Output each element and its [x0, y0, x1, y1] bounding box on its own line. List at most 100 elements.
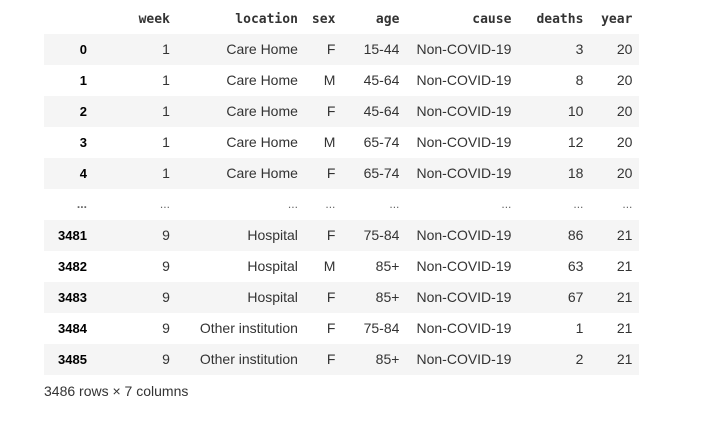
cell-cause: Non-COVID-19	[416, 72, 512, 88]
table-row: 0 1 Care Home F 15-44 Non-COVID-19 3 20	[44, 34, 640, 65]
table-body: 0 1 Care Home F 15-44 Non-COVID-19 3 2 0 …	[44, 34, 640, 375]
dataframe-output: week location sex age cause deaths year …	[44, 4, 640, 375]
index-header	[44, 4, 107, 34]
cell-cause: Non-COVID-19	[416, 320, 512, 336]
cell-sex: F	[326, 320, 336, 336]
cell-year: 20	[616, 72, 633, 88]
cell-sex: F	[326, 103, 336, 119]
table-row: 2 1 Care Home F 45-64 Non-COVID-19 10 20	[44, 96, 640, 127]
table-row: 4 1 Care Home F 65-74 Non-COVID-19 18 20	[44, 158, 640, 189]
cell-age: ...	[389, 197, 400, 211]
column-header-age: age	[375, 11, 400, 27]
cell-age: 75-84	[363, 227, 400, 243]
cell-age: 45-64	[363, 72, 400, 88]
cell-cause: Non-COVID-19	[416, 258, 512, 274]
cell-age: 65-74	[363, 165, 400, 181]
cell-age: 75-84	[363, 320, 400, 336]
cell-week: 1	[162, 41, 170, 57]
cell-week: 9	[162, 289, 170, 305]
row-index: 3481	[58, 228, 87, 243]
cell-deaths: 8	[575, 72, 584, 88]
cell-year: 20	[616, 41, 633, 57]
cell-week: 1	[162, 165, 170, 181]
cell-week: 1	[162, 72, 170, 88]
table-row: 3482 9 Hospital M 85+ Non-COVID-19 63 21	[44, 251, 639, 282]
cell-sex: F	[326, 227, 336, 243]
table-row: 3483 9 Hospital F 85+ Non-COVID-19 67 21	[44, 282, 640, 313]
table-row: 3485 9 Other institution F 85+ Non-COVID…	[44, 344, 640, 375]
row-index: 1	[79, 73, 87, 88]
column-header-deaths: deaths	[536, 11, 584, 27]
cell-sex: F	[326, 165, 336, 181]
cell-location: Other institution	[199, 351, 298, 367]
row-index: 3484	[58, 321, 87, 336]
cell-sex: F	[326, 41, 336, 57]
cell-location: Care Home	[226, 165, 298, 181]
column-header-cause: cause	[472, 11, 512, 27]
cell-location: Other institution	[199, 320, 298, 336]
cell-week: 9	[162, 320, 170, 336]
cell-week: 1	[162, 134, 170, 150]
cell-cause: Non-COVID-19	[416, 227, 512, 243]
header-row: week location sex age cause deaths year	[44, 4, 639, 34]
cell-sex: F	[326, 289, 336, 305]
cell-deaths: 1	[575, 320, 584, 336]
cell-age: 85+	[375, 351, 400, 367]
cell-sex: M	[323, 134, 336, 150]
cell-year: 21	[616, 227, 633, 243]
cell-age: 85+	[375, 289, 400, 305]
table-row: 3484 9 Other institution F 75-84 Non-COV…	[44, 313, 639, 344]
cell-cause: Non-COVID-19	[416, 289, 512, 305]
table-row: 1 1 Care Home M 45-64 Non-COVID-19 8 20	[44, 65, 639, 96]
cell-deaths: 18	[567, 165, 584, 181]
cell-cause: Non-COVID-19	[416, 103, 512, 119]
cell-year: 21	[616, 289, 633, 305]
cell-week: 1	[162, 103, 170, 119]
cell-sex: ...	[325, 197, 336, 211]
cell-cause: Non-COVID-19	[416, 134, 512, 150]
cell-age: 85+	[375, 258, 400, 274]
cell-location: Hospital	[247, 227, 298, 243]
cell-year: 21	[616, 258, 633, 274]
cell-age: 15-44	[363, 41, 400, 57]
cell-sex: F	[326, 351, 336, 367]
cell-location: Care Home	[226, 41, 298, 57]
cell-location: Hospital	[247, 258, 298, 274]
cell-year: 20	[616, 165, 633, 181]
cell-age: 45-64	[363, 103, 400, 119]
cell-deaths: ...	[573, 197, 584, 211]
cell-cause: ...	[501, 197, 512, 211]
cell-week: ...	[159, 197, 170, 211]
cell-sex: M	[323, 258, 336, 274]
cell-deaths: 67	[567, 289, 584, 305]
cell-year: 20	[616, 134, 633, 150]
cell-deaths: 2	[575, 351, 584, 367]
cell-week: 9	[162, 351, 170, 367]
row-index: 0	[79, 42, 87, 57]
row-index: 4	[79, 166, 87, 181]
table-header: week location sex age cause deaths year	[44, 4, 639, 34]
cell-cause: Non-COVID-19	[416, 41, 512, 57]
row-index: 3	[79, 135, 87, 150]
cell-location: Care Home	[226, 103, 298, 119]
cell-year: 20	[616, 103, 633, 119]
dataframe-shape-footer: 3486 rows × 7 columns	[44, 383, 189, 399]
cell-deaths: 63	[567, 258, 584, 274]
cell-deaths: 86	[567, 227, 584, 243]
cell-location: Hospital	[247, 289, 298, 305]
column-header-sex: sex	[311, 11, 336, 27]
row-index: 3483	[58, 290, 87, 305]
cell-deaths: 12	[567, 134, 584, 150]
row-index: 3485	[58, 352, 87, 367]
cell-year: 21	[616, 351, 633, 367]
row-index: ...	[76, 197, 87, 211]
cell-deaths: 10	[567, 103, 584, 119]
cell-sex: M	[323, 72, 336, 88]
cell-cause: Non-COVID-19	[416, 165, 512, 181]
ellipsis-row: ... ... ... ... ... ... ... ...	[44, 189, 639, 220]
row-index: 2	[79, 104, 87, 119]
cell-location: Care Home	[226, 134, 298, 150]
cell-year: 21	[616, 320, 633, 336]
column-header-year: year	[601, 11, 633, 27]
cell-deaths: 3	[575, 41, 584, 57]
